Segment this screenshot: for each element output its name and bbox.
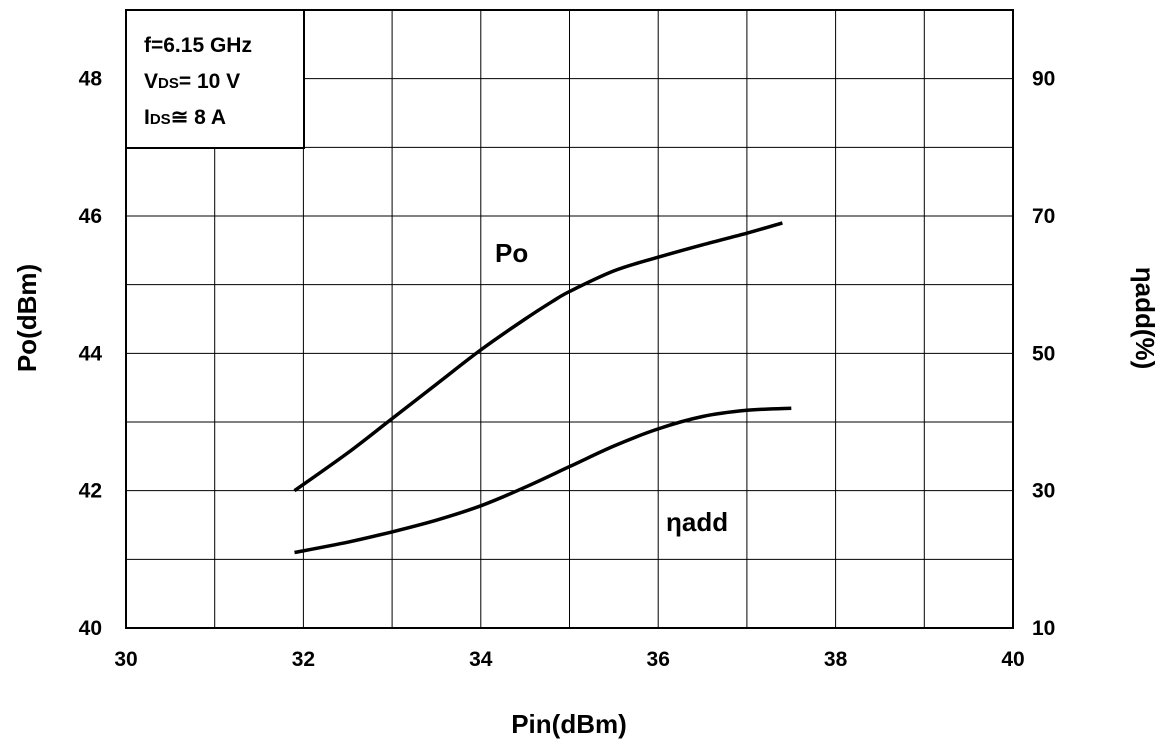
x-tick-label: 38 [824, 648, 848, 671]
grid-lines [126, 10, 1013, 628]
y-left-tick-label: 44 [79, 342, 103, 365]
plot-frame [125, 9, 1014, 629]
condition-vds: VDS= 10 V [144, 70, 240, 93]
y-right-axis-title: ηadd(%) [1130, 267, 1156, 370]
y-right-tick-label: 70 [1032, 205, 1055, 228]
series-curves [293, 221, 792, 555]
x-tick-labels: 30 32 34 36 38 40 [114, 648, 1024, 671]
y-right-tick-label: 50 [1032, 342, 1055, 365]
x-axis-title: Pin(dBm) [511, 709, 627, 739]
x-tick-label: 32 [292, 648, 315, 671]
y-right-tick-label: 10 [1032, 617, 1055, 640]
y-left-tick-labels: 40 42 44 46 48 [79, 68, 103, 640]
y-left-tick-label: 46 [79, 205, 102, 228]
condition-frequency: f=6.15 GHz [144, 34, 252, 57]
conditions-box: f=6.15 GHz VDS= 10 V IDS≅ 8 A [125, 9, 305, 149]
y-right-tick-labels: 10 30 50 70 90 [1032, 68, 1055, 640]
x-tick-label: 40 [1001, 648, 1024, 671]
x-tick-label: 34 [469, 648, 493, 671]
series-label-po: Po [495, 238, 528, 268]
y-right-tick-label: 30 [1032, 480, 1055, 503]
y-right-tick-label: 90 [1032, 68, 1055, 91]
y-left-axis-title: Po(dBm) [12, 264, 42, 372]
x-tick-label: 30 [114, 648, 137, 671]
series-line-po [293, 221, 783, 493]
series-line-eta-add [294, 406, 792, 555]
series-label-eta-add: ηadd [666, 507, 728, 537]
y-left-tick-label: 48 [79, 68, 103, 91]
y-left-tick-label: 40 [79, 617, 102, 640]
y-left-tick-label: 42 [79, 480, 102, 503]
x-tick-label: 36 [647, 648, 670, 671]
condition-ids: IDS≅ 8 A [144, 106, 226, 129]
